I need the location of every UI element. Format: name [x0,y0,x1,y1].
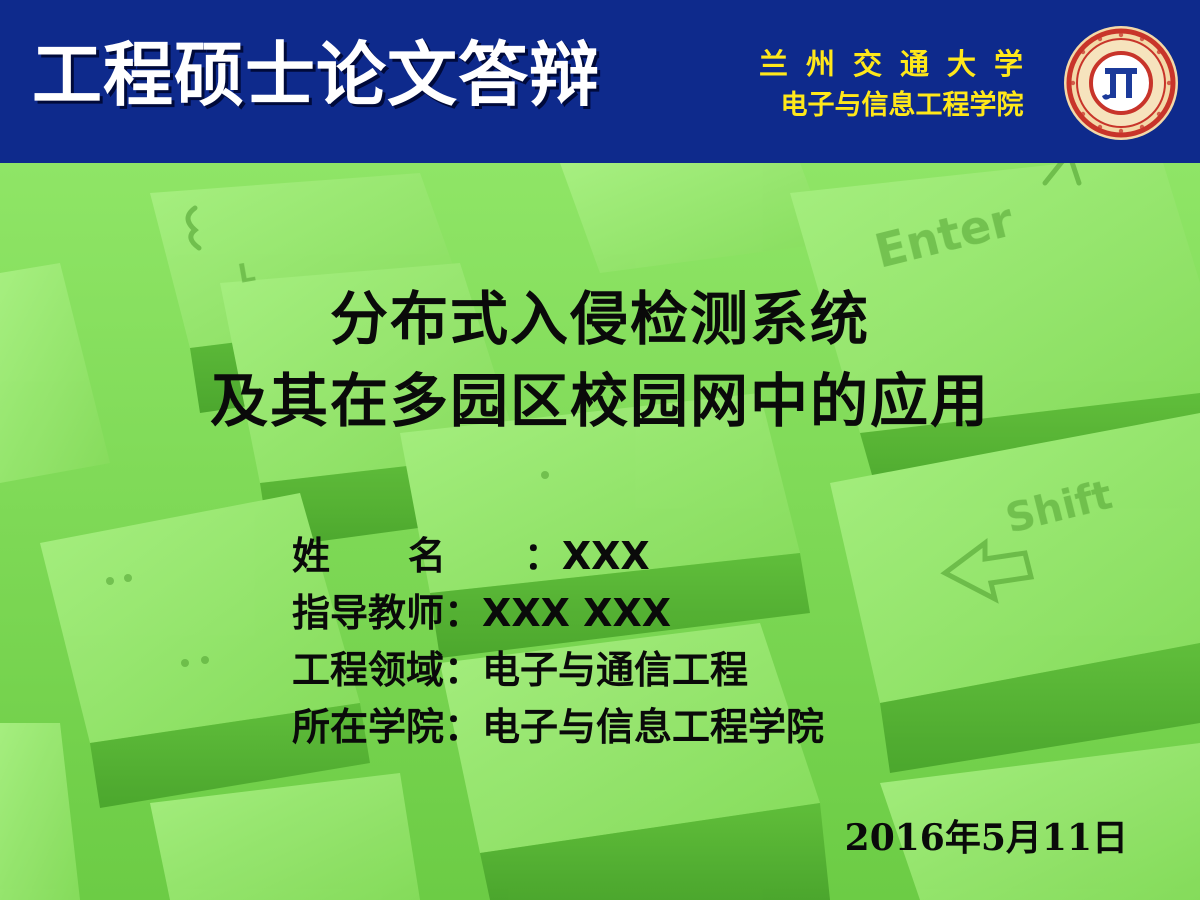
info-label: 指导教师 [292,591,445,635]
slide-title-line-2: 及其在多园区校园网中的应用 [209,367,990,435]
info-separator: ： [523,534,562,578]
info-label: 姓名 [292,534,524,578]
info-value: 电子与通信工程 [482,648,749,692]
svg-text:L: L [236,257,258,289]
info-separator: ： [444,591,483,635]
info-separator: ： [444,705,483,749]
presenter-info: 姓名：XXX 指导教师：XXX XXX 工程领域：电子与通信工程 所在学院：电子… [292,528,824,756]
header-title: 工程硕士论文答辩 [32,34,600,116]
info-label: 工程领域 [292,648,445,692]
info-separator: ： [444,648,483,692]
university-name: 兰州交通大学 [758,47,1041,81]
slide-title-line-1: 分布式入侵检测系统 [329,285,870,353]
keyboard-background-image: Enter Shift L [0,163,1200,900]
info-value: XXX XXX [482,591,672,635]
header-band: 工程硕士论文答辩 兰州交通大学 电子与信息工程学院 [0,0,1200,163]
info-row-college: 所在学院：电子与信息工程学院 [292,699,824,756]
info-value: 电子与信息工程学院 [482,705,825,749]
info-row-name: 姓名：XXX [292,528,824,585]
info-row-field: 工程领域：电子与通信工程 [292,642,824,699]
slide-title: 分布式入侵检测系统 及其在多园区校园网中的应用 [0,278,1200,442]
info-label: 所在学院 [292,705,445,749]
info-value: XXX [561,534,650,578]
info-row-advisor: 指导教师：XXX XXX [292,585,824,642]
school-name: 电子与信息工程学院 [780,90,1024,121]
university-seal-icon [1064,26,1178,140]
presentation-date: 2016年5月11日 [844,817,1128,859]
